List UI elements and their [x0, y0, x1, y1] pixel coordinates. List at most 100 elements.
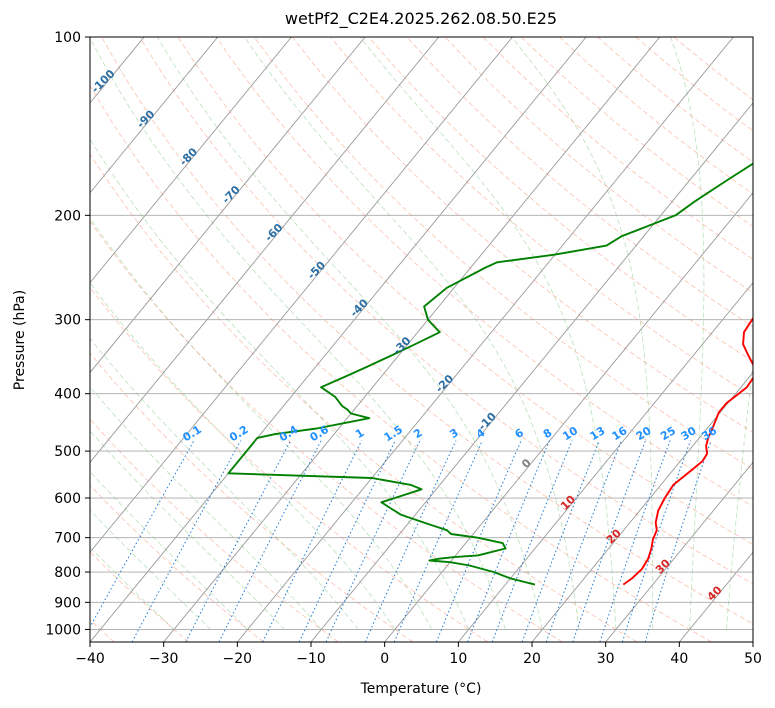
isotherm-line — [90, 37, 440, 464]
isotherm-line — [310, 102, 753, 642]
x-tick-label: 30 — [597, 651, 615, 667]
adiabat-label: -40 — [348, 296, 371, 319]
mixing-ratio-line — [298, 440, 396, 642]
mixing-ratio-line — [262, 440, 363, 642]
plot-frame — [89, 36, 754, 643]
x-tick-label: −20 — [223, 651, 253, 667]
mixing-ratio-label: 0.1 — [180, 423, 203, 444]
dry-adiabat — [368, 37, 753, 362]
x-axis-label: Temperature (°C) — [360, 681, 482, 697]
y-axis-label: Pressure (hPa) — [12, 290, 28, 390]
dry-adiabat — [444, 37, 753, 294]
moist-adiabat — [90, 430, 285, 630]
moist-adiabat — [90, 138, 469, 630]
mixing-ratio-label: 6 — [513, 426, 527, 441]
y-tick-label: 900 — [54, 595, 81, 611]
mixing-ratio-label: 20 — [634, 424, 654, 443]
x-tick-label: −40 — [75, 651, 105, 667]
dry-adiabat — [90, 153, 638, 642]
mixing-ratio-line — [131, 440, 242, 642]
dry-adiabat — [215, 37, 753, 507]
isotherm-line — [678, 551, 753, 642]
moist-adiabat — [244, 37, 580, 630]
isotherm-line — [90, 37, 292, 284]
dry-adiabat — [90, 551, 190, 642]
adiabat-label: -20 — [433, 372, 456, 395]
isotherm-line — [90, 37, 366, 374]
mixing-ratio-label: 0.4 — [277, 423, 301, 445]
dry-adiabat — [101, 37, 753, 625]
adiabat-label: -60 — [262, 221, 285, 244]
x-axis-ticks: −40 −30 −20 −10 0 10 20 30 40 50 — [75, 642, 762, 667]
isotherm-line — [384, 192, 753, 642]
temperature-profile-line — [622, 316, 753, 586]
dewpoint-profile-line — [227, 162, 753, 586]
mixing-ratio-label: 10 — [560, 424, 580, 443]
isotherm-line — [163, 37, 661, 642]
mixing-ratio-line — [491, 440, 573, 642]
moist-adiabat — [90, 37, 506, 630]
y-tick-label: 300 — [54, 313, 81, 329]
y-tick-label: 400 — [54, 387, 81, 403]
y-axis-ticks: 100 200 300 400 500 600 700 800 900 1000 — [45, 30, 90, 638]
x-tick-label: −30 — [149, 651, 179, 667]
moist-adiabat — [156, 37, 543, 630]
grid-layer — [0, 37, 753, 642]
mixing-ratio-label: 0.2 — [227, 423, 250, 444]
adiabat-label: 10 — [558, 492, 578, 512]
mixing-ratio-label: 1 — [353, 426, 366, 441]
mixing-ratio-line — [545, 440, 622, 642]
x-tick-label: 20 — [523, 651, 541, 667]
mixing-ratio-line — [572, 440, 646, 642]
moist-adiabat — [670, 37, 705, 630]
moist-adiabat — [90, 470, 248, 630]
y-tick-label: 500 — [54, 444, 81, 460]
isotherm-line — [236, 37, 734, 642]
moist-adiabat — [90, 546, 175, 630]
mixing-ratio-line — [644, 440, 712, 642]
moist-adiabat — [511, 37, 654, 630]
mixing-ratio-line — [218, 440, 322, 642]
mixing-ratio-line — [393, 440, 483, 642]
dry-adiabat — [139, 37, 753, 585]
y-tick-label: 800 — [54, 565, 81, 581]
y-tick-label: 600 — [54, 491, 81, 507]
x-tick-label: 40 — [670, 651, 688, 667]
isotherm-line — [90, 37, 587, 642]
moist-adiabat — [359, 37, 617, 630]
y-tick-label: 100 — [54, 30, 81, 46]
adiabat-label: -50 — [305, 259, 328, 282]
y-tick-label: 200 — [54, 208, 81, 224]
dry-adiabat — [90, 220, 563, 642]
dry-adiabat — [635, 37, 753, 132]
isotherm-line — [90, 37, 513, 553]
moist-adiabat — [90, 509, 212, 630]
dry-adiabat — [90, 418, 339, 642]
mixing-ratio-label: 2 — [411, 426, 424, 441]
isotherm-line — [0, 37, 70, 642]
adiabat-label: -80 — [177, 145, 200, 168]
dry-adiabat — [673, 37, 753, 101]
moist-adiabat — [90, 282, 396, 630]
mixing-ratio-line — [90, 440, 195, 629]
dry-adiabat — [177, 37, 753, 546]
isotherm-line — [752, 641, 753, 642]
dry-adiabat — [330, 37, 753, 397]
mixing-ratio-label: 8 — [541, 426, 554, 441]
adiabat-label: -90 — [134, 107, 157, 130]
mixing-ratio-line — [435, 440, 522, 642]
dry-adiabat — [90, 286, 488, 642]
adiabat-label: 30 — [653, 556, 673, 576]
isotherm-line — [90, 37, 219, 194]
adiabat-label: -100 — [89, 67, 118, 96]
mixing-ratio-label: 36 — [699, 424, 719, 443]
x-tick-label: −10 — [296, 651, 326, 667]
dry-adiabat — [292, 37, 753, 433]
dry-adiabat — [90, 484, 264, 642]
series-layer — [227, 162, 753, 586]
mixing-ratio-label: 13 — [588, 424, 608, 443]
chart-title: wetPf2_C2E4.2025.262.08.50.E25 — [285, 9, 557, 29]
y-tick-label: 1000 — [45, 622, 81, 638]
dry-adiabat — [90, 84, 712, 642]
